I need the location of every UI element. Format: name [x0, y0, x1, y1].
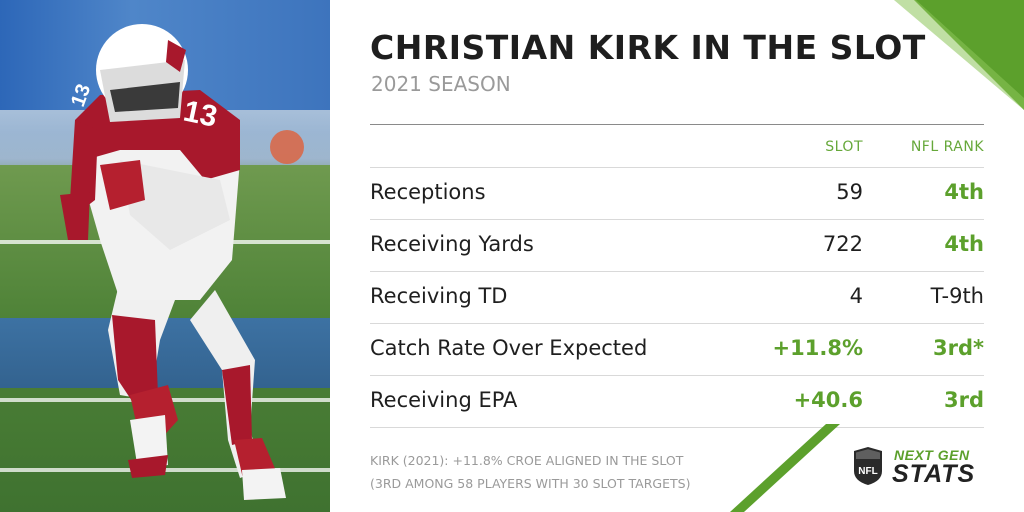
column-header-rank: NFL RANK [910, 139, 984, 155]
stat-label: Receiving TD [370, 284, 508, 308]
table-row: Catch Rate Over Expected +11.8% 3rd* [370, 324, 984, 375]
table-row: Receiving EPA +40.6 3rd [370, 376, 984, 427]
pylon [270, 130, 304, 164]
player-figure: 13 13 [60, 24, 286, 500]
stat-label: Receiving Yards [370, 232, 534, 256]
table-row: Receptions 59 4th [370, 168, 984, 219]
footnote-line: KIRK (2021): +11.8% CROE ALIGNED IN THE … [370, 453, 684, 468]
nfl-shield-icon: NFL [854, 447, 882, 485]
page-title: CHRISTIAN KIRK IN THE SLOT [370, 28, 926, 67]
stats-table: SLOT NFL RANK Receptions 59 4th Receivin… [370, 124, 984, 428]
stat-rank-value: T-9th [930, 284, 984, 308]
stat-slot-value: +11.8% [772, 336, 863, 360]
nfl-shield-text: NFL [858, 466, 877, 477]
stat-slot-value: 59 [836, 180, 863, 204]
footnote: KIRK (2021): +11.8% CROE ALIGNED IN THE … [370, 449, 750, 495]
stat-label: Catch Rate Over Expected [370, 336, 648, 360]
stat-slot-value: 4 [849, 284, 863, 308]
corner-accent [894, 0, 1024, 110]
stat-label: Receptions [370, 180, 486, 204]
table-header: SLOT NFL RANK [370, 125, 984, 167]
stat-slot-value: +40.6 [793, 388, 863, 412]
logo-stats-text: STATS [892, 460, 976, 488]
row-divider [370, 427, 984, 428]
stat-slot-value: 722 [822, 232, 863, 256]
next-gen-stats-logo: NFL NEXT GEN STATS [852, 447, 986, 488]
end-zone-paint [0, 318, 330, 388]
column-header-slot: SLOT [825, 139, 863, 155]
stat-rank-value: 3rd [943, 388, 984, 412]
row-divider [370, 375, 984, 376]
page-subtitle: 2021 SEASON [371, 72, 511, 96]
table-top-rule [370, 124, 984, 125]
row-divider [370, 323, 984, 324]
row-divider [370, 219, 984, 220]
stat-label: Receiving EPA [370, 388, 518, 412]
stat-rank-value: 3rd* [933, 336, 984, 360]
table-row: Receiving TD 4 T-9th [370, 272, 984, 323]
table-row: Receiving Yards 722 4th [370, 220, 984, 271]
jersey-number: 13 [181, 95, 221, 134]
player-photo: 13 13 [0, 0, 330, 512]
row-divider [370, 271, 984, 272]
stat-rank-value: 4th [944, 232, 984, 256]
footnote-line: (3RD AMONG 58 PLAYERS WITH 30 SLOT TARGE… [370, 476, 691, 491]
slash-accent [730, 424, 840, 512]
stat-rank-value: 4th [944, 180, 984, 204]
row-divider [370, 167, 984, 168]
logo-next-gen-text: NEXT GEN [894, 447, 970, 463]
